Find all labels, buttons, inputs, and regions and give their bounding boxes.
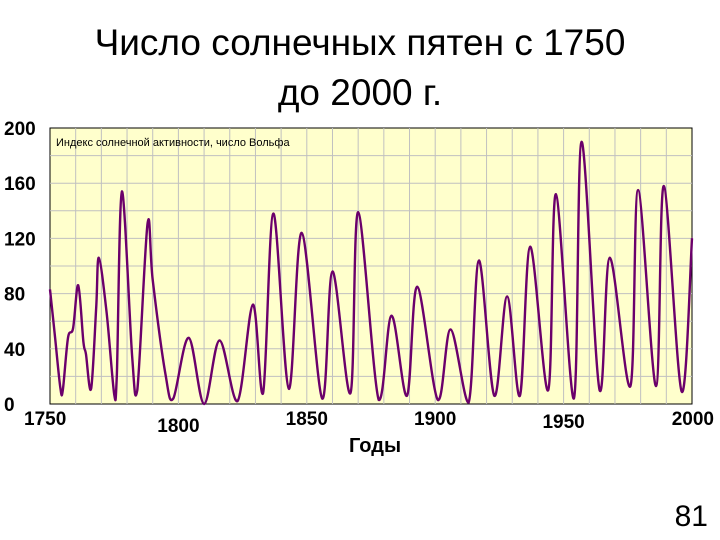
x-tick-label: 1750	[24, 409, 66, 430]
data-point	[49, 288, 51, 291]
data-point	[85, 353, 87, 356]
slide-title-line-1: Число солнечных пятен с 1750	[94, 22, 626, 63]
data-point	[77, 284, 79, 287]
data-point	[637, 189, 639, 191]
data-point	[390, 314, 393, 317]
y-tick-label: 200	[4, 119, 36, 140]
y-tick-label: 40	[4, 340, 25, 361]
data-point	[655, 385, 657, 387]
data-point	[54, 337, 56, 339]
data-point	[449, 328, 452, 331]
x-tick-label: 1800	[157, 416, 199, 437]
data-point	[252, 303, 254, 306]
data-point	[349, 392, 352, 394]
data-point	[121, 190, 123, 193]
data-point	[95, 306, 97, 309]
data-point	[59, 386, 62, 389]
data-point	[236, 400, 239, 403]
data-point	[377, 399, 380, 401]
data-point	[98, 256, 100, 259]
data-point	[357, 211, 360, 213]
data-point	[131, 356, 133, 358]
data-point	[82, 341, 85, 343]
data-point	[218, 339, 221, 342]
data-point	[113, 393, 115, 396]
slide-title: Число солнечных пятен с 1750 до 2000 г.	[0, 18, 720, 118]
data-point	[547, 389, 549, 392]
data-point	[467, 401, 470, 404]
data-point	[116, 375, 118, 378]
data-point	[136, 389, 139, 392]
data-point	[416, 285, 419, 288]
data-point	[288, 388, 290, 390]
x-tick-label: 1900	[414, 409, 456, 430]
sunspot-chart: Индекс солнечной активности, число Вольф…	[4, 119, 714, 457]
data-point	[573, 397, 575, 400]
data-point	[62, 389, 64, 392]
data-point	[105, 310, 108, 313]
data-point	[506, 295, 508, 298]
data-point	[555, 193, 557, 195]
data-point	[172, 397, 175, 400]
data-point	[519, 394, 521, 397]
y-tick-label: 160	[4, 174, 36, 195]
data-point	[90, 388, 92, 390]
data-point	[187, 337, 190, 339]
data-point	[691, 237, 693, 240]
data-point	[493, 394, 496, 397]
data-point	[478, 259, 480, 262]
page-number: 81	[674, 500, 708, 533]
data-point	[598, 389, 601, 392]
data-point	[262, 392, 264, 394]
data-point	[680, 390, 683, 393]
y-tick-label: 80	[4, 285, 25, 306]
x-tick-label: 1950	[542, 412, 584, 433]
data-point	[437, 399, 439, 401]
y-tick-label: 0	[4, 395, 15, 416]
data-point	[321, 397, 324, 400]
y-tick-label: 120	[4, 229, 36, 250]
data-point	[609, 256, 611, 259]
chart-title: Индекс солнечной активности, число Вольф…	[56, 137, 290, 149]
data-point	[146, 222, 149, 224]
data-point	[67, 337, 69, 339]
data-point	[406, 394, 408, 397]
axis-ticks: 0 40 80 120 160 200 1750 1800 1850 1900 1950 2000	[4, 119, 714, 437]
data-point	[629, 385, 632, 387]
series-line	[48, 140, 694, 406]
data-point	[300, 232, 303, 234]
data-point	[272, 212, 275, 215]
data-point	[203, 403, 205, 405]
slide-title-line-2: до 2000 г.	[277, 72, 443, 113]
data-point	[331, 270, 334, 273]
x-tick-label: 1850	[286, 409, 328, 430]
data-point	[151, 279, 154, 281]
data-point	[72, 327, 74, 329]
data-point	[663, 185, 665, 187]
data-point	[580, 141, 583, 143]
data-point	[164, 374, 167, 376]
series-layer	[48, 140, 694, 406]
data-point	[529, 245, 531, 248]
x-axis-label: Годы	[349, 435, 401, 457]
x-tick-label: 2000	[672, 409, 714, 430]
